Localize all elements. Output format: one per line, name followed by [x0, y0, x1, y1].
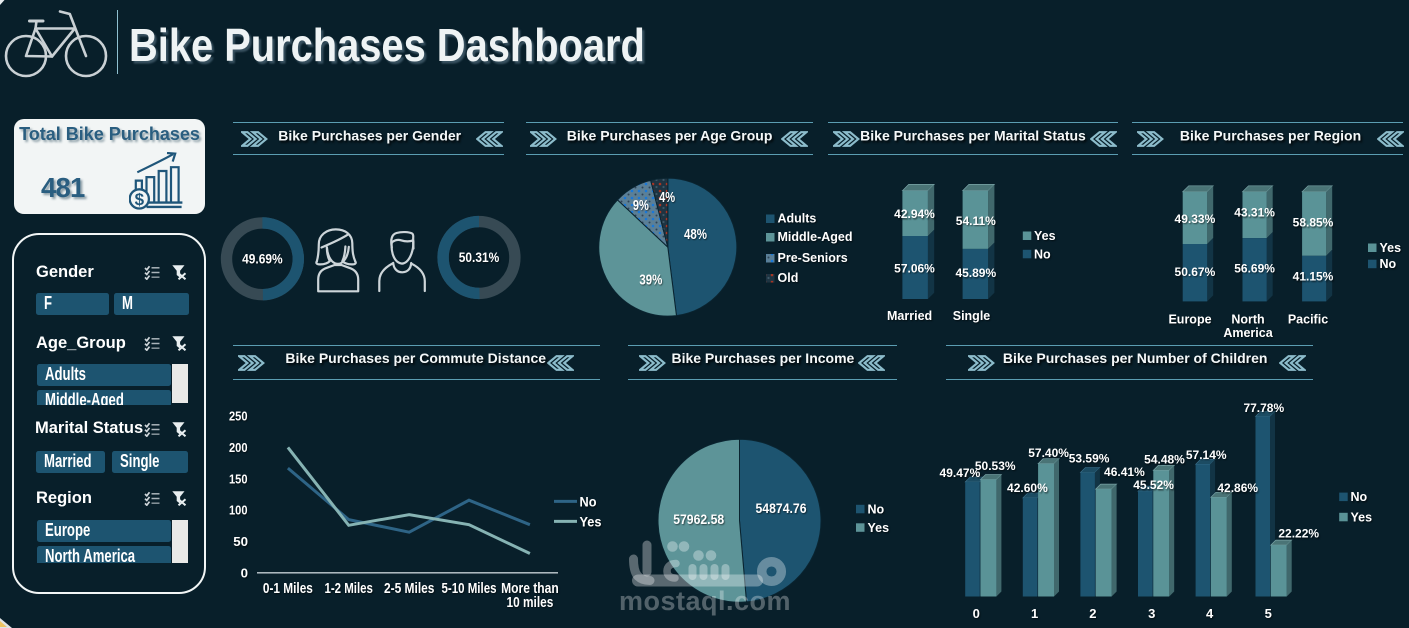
svg-text:Yes: Yes	[1034, 229, 1056, 243]
svg-text:4%: 4%	[659, 189, 675, 206]
svg-text:77.78%: 77.78%	[1243, 401, 1284, 415]
svg-text:5-10 Miles: 5-10 Miles	[442, 581, 497, 597]
svg-text:Old: Old	[778, 271, 799, 285]
svg-text:250: 250	[229, 409, 248, 424]
svg-text:Yes: Yes	[1380, 241, 1402, 255]
svg-text:150: 150	[229, 471, 248, 486]
svg-text:46.41%: 46.41%	[1104, 465, 1145, 479]
svg-text:1-2 Miles: 1-2 Miles	[324, 581, 373, 597]
svg-text:More than: More than	[501, 581, 559, 597]
svg-text:Pre-Seniors: Pre-Seniors	[778, 251, 848, 265]
svg-text:50: 50	[233, 534, 248, 549]
svg-text:0-1 Miles: 0-1 Miles	[263, 581, 313, 597]
svg-text:Europe: Europe	[1168, 312, 1211, 326]
svg-text:No: No	[868, 502, 885, 516]
svg-text:Adults: Adults	[778, 212, 817, 226]
svg-text:50.31%: 50.31%	[459, 249, 500, 265]
svg-text:54874.76: 54874.76	[756, 501, 807, 516]
svg-text:42.86%: 42.86%	[1217, 481, 1258, 495]
svg-text:Yes: Yes	[1351, 510, 1373, 524]
svg-text:Bike Purchases per Age Group: Bike Purchases per Age Group	[567, 128, 773, 144]
svg-text:45.89%: 45.89%	[955, 266, 996, 280]
svg-text:$: $	[135, 190, 145, 209]
svg-text:49.47%: 49.47%	[940, 466, 981, 480]
svg-text:54.48%: 54.48%	[1144, 453, 1185, 467]
svg-text:Bike Purchases per Commute Dis: Bike Purchases per Commute Distance	[285, 350, 546, 366]
svg-text:45.52%: 45.52%	[1133, 478, 1174, 492]
svg-text:41.15%: 41.15%	[1293, 270, 1334, 284]
svg-text:3: 3	[1148, 606, 1155, 621]
svg-text:Yes: Yes	[868, 521, 890, 535]
svg-text:2-5 Miles: 2-5 Miles	[384, 581, 435, 597]
svg-text:Bike Purchases per Region: Bike Purchases per Region	[1180, 128, 1361, 144]
svg-text:42.94%: 42.94%	[894, 207, 935, 221]
svg-text:49.69%: 49.69%	[242, 250, 283, 266]
svg-text:100: 100	[229, 503, 248, 518]
svg-text:200: 200	[229, 440, 248, 455]
svg-text:50.53%: 50.53%	[975, 459, 1016, 473]
svg-text:5: 5	[1265, 606, 1272, 621]
svg-text:Bike Purchases per Gender: Bike Purchases per Gender	[278, 128, 461, 144]
svg-text:22.22%: 22.22%	[1278, 527, 1319, 541]
svg-text:43.31%: 43.31%	[1234, 206, 1275, 220]
svg-text:53.59%: 53.59%	[1069, 452, 1110, 466]
svg-text:50.67%: 50.67%	[1175, 265, 1216, 279]
svg-text:America: America	[1223, 326, 1273, 340]
svg-text:Pacific: Pacific	[1288, 312, 1328, 326]
svg-text:58.85%: 58.85%	[1293, 216, 1334, 230]
svg-text:0: 0	[241, 566, 248, 581]
svg-text:2: 2	[1089, 606, 1096, 621]
svg-text:No: No	[580, 494, 597, 510]
svg-text:Bike Purchases per Income: Bike Purchases per Income	[671, 350, 854, 366]
svg-text:North: North	[1231, 312, 1264, 326]
svg-text:Bike Purchases per Number of C: Bike Purchases per Number of Children	[1003, 350, 1268, 366]
svg-text:9%: 9%	[633, 197, 649, 214]
svg-text:42.60%: 42.60%	[1007, 481, 1048, 495]
svg-text:39%: 39%	[639, 272, 662, 289]
svg-text:54.11%: 54.11%	[956, 214, 996, 228]
svg-text:49.33%: 49.33%	[1175, 212, 1216, 226]
svg-text:57.14%: 57.14%	[1186, 448, 1227, 462]
svg-text:57962.58: 57962.58	[673, 512, 724, 527]
svg-text:No: No	[1351, 490, 1368, 504]
svg-text:0: 0	[973, 606, 980, 621]
svg-text:Middle-Aged: Middle-Aged	[778, 230, 853, 244]
svg-text:10 miles: 10 miles	[507, 595, 554, 611]
svg-text:Bike Purchases per Marital Sta: Bike Purchases per Marital Status	[860, 128, 1086, 144]
svg-text:1: 1	[1031, 606, 1038, 621]
svg-text:57.06%: 57.06%	[894, 261, 935, 275]
svg-text:48%: 48%	[684, 226, 707, 243]
svg-text:Yes: Yes	[580, 514, 602, 530]
svg-text:mostaql.com: mostaql.com	[619, 586, 791, 616]
svg-text:Married: Married	[887, 309, 932, 323]
svg-text:No: No	[1380, 257, 1397, 271]
svg-text:57.40%: 57.40%	[1028, 446, 1069, 460]
svg-text:Single: Single	[953, 309, 991, 323]
svg-text:4: 4	[1206, 606, 1214, 621]
svg-text:56.69%: 56.69%	[1234, 261, 1275, 275]
svg-text:No: No	[1034, 247, 1051, 261]
